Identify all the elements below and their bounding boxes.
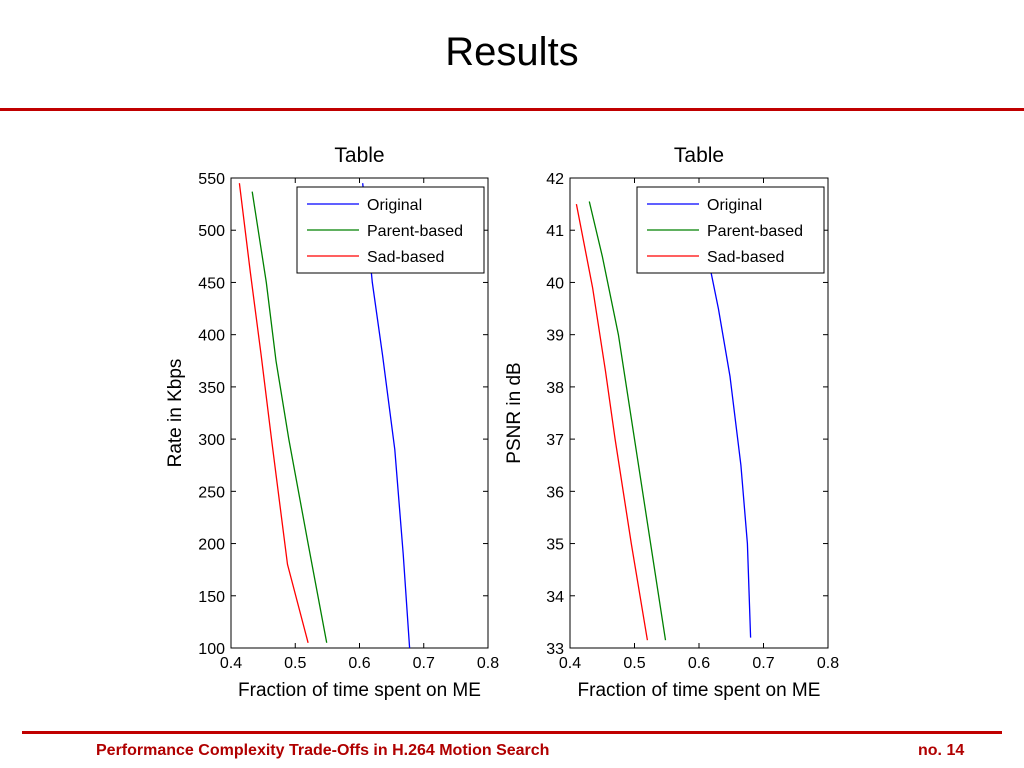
x-axis-label: Fraction of time spent on ME — [578, 680, 821, 701]
x-tick-label: 0.4 — [559, 655, 581, 672]
x-tick-label: 0.6 — [348, 655, 370, 672]
slide-title: Results — [445, 30, 579, 74]
series-line-sad-based — [575, 203, 649, 641]
y-tick-label: 41 — [546, 223, 564, 240]
y-tick-label: 33 — [546, 641, 564, 658]
x-tick-label: 0.5 — [623, 655, 645, 672]
footer-divider — [22, 731, 1002, 734]
footer-title: Performance Complexity Trade-Offs in H.2… — [96, 742, 550, 759]
legend-label: Parent-based — [367, 223, 463, 240]
chart-title: Table — [334, 144, 384, 167]
series-line-parent-based — [588, 201, 667, 641]
legend-label: Sad-based — [367, 249, 444, 266]
x-tick-label: 0.6 — [688, 655, 710, 672]
series-line-parent-based — [251, 191, 328, 643]
series-line-sad-based — [238, 183, 309, 643]
y-tick-label: 500 — [198, 223, 225, 240]
series-line-original — [706, 250, 752, 638]
x-tick-label: 0.8 — [477, 655, 499, 672]
chart-title: Table — [674, 144, 724, 167]
y-tick-label: 42 — [546, 171, 564, 188]
y-tick-label: 400 — [198, 328, 225, 345]
y-tick-label: 300 — [198, 432, 225, 449]
y-tick-label: 350 — [198, 380, 225, 397]
legend-label: Original — [367, 197, 422, 214]
y-tick-label: 550 — [198, 171, 225, 188]
y-tick-label: 250 — [198, 484, 225, 501]
x-axis-label: Fraction of time spent on ME — [238, 680, 481, 701]
y-tick-label: 450 — [198, 275, 225, 292]
legend-label: Parent-based — [707, 223, 803, 240]
y-tick-label: 40 — [546, 275, 564, 292]
y-tick-label: 39 — [546, 328, 564, 345]
y-tick-label: 35 — [546, 537, 564, 554]
y-axis-label: PSNR in dB — [504, 362, 525, 463]
page-number: no. 14 — [918, 742, 965, 759]
x-tick-label: 0.7 — [413, 655, 435, 672]
y-tick-label: 200 — [198, 537, 225, 554]
x-tick-label: 0.8 — [817, 655, 839, 672]
x-tick-label: 0.4 — [220, 655, 242, 672]
y-tick-label: 37 — [546, 432, 564, 449]
title-divider — [0, 108, 1024, 111]
x-tick-label: 0.5 — [284, 655, 306, 672]
charts-canvas: Table 0.4 0.5 0.6 0.7 0.8 100 150 200 250 300 350 40… — [165, 144, 839, 701]
rate-chart: Table 0.4 0.5 0.6 0.7 0.8 100 150 200 250 300 350 40… — [165, 144, 499, 701]
x-tick-label: 0.7 — [752, 655, 774, 672]
y-tick-label: 100 — [198, 641, 225, 658]
y-tick-label: 150 — [198, 589, 225, 606]
y-tick-label: 36 — [546, 484, 564, 501]
legend-label: Original — [707, 197, 762, 214]
psnr-chart: Table 0.4 0.5 0.6 0.7 0.8 33 34 35 36 37 38 39 40 41 42… — [504, 144, 839, 701]
y-tick-label: 38 — [546, 380, 564, 397]
y-tick-label: 34 — [546, 589, 564, 606]
y-axis-label: Rate in Kbps — [165, 359, 186, 468]
legend-label: Sad-based — [707, 249, 784, 266]
